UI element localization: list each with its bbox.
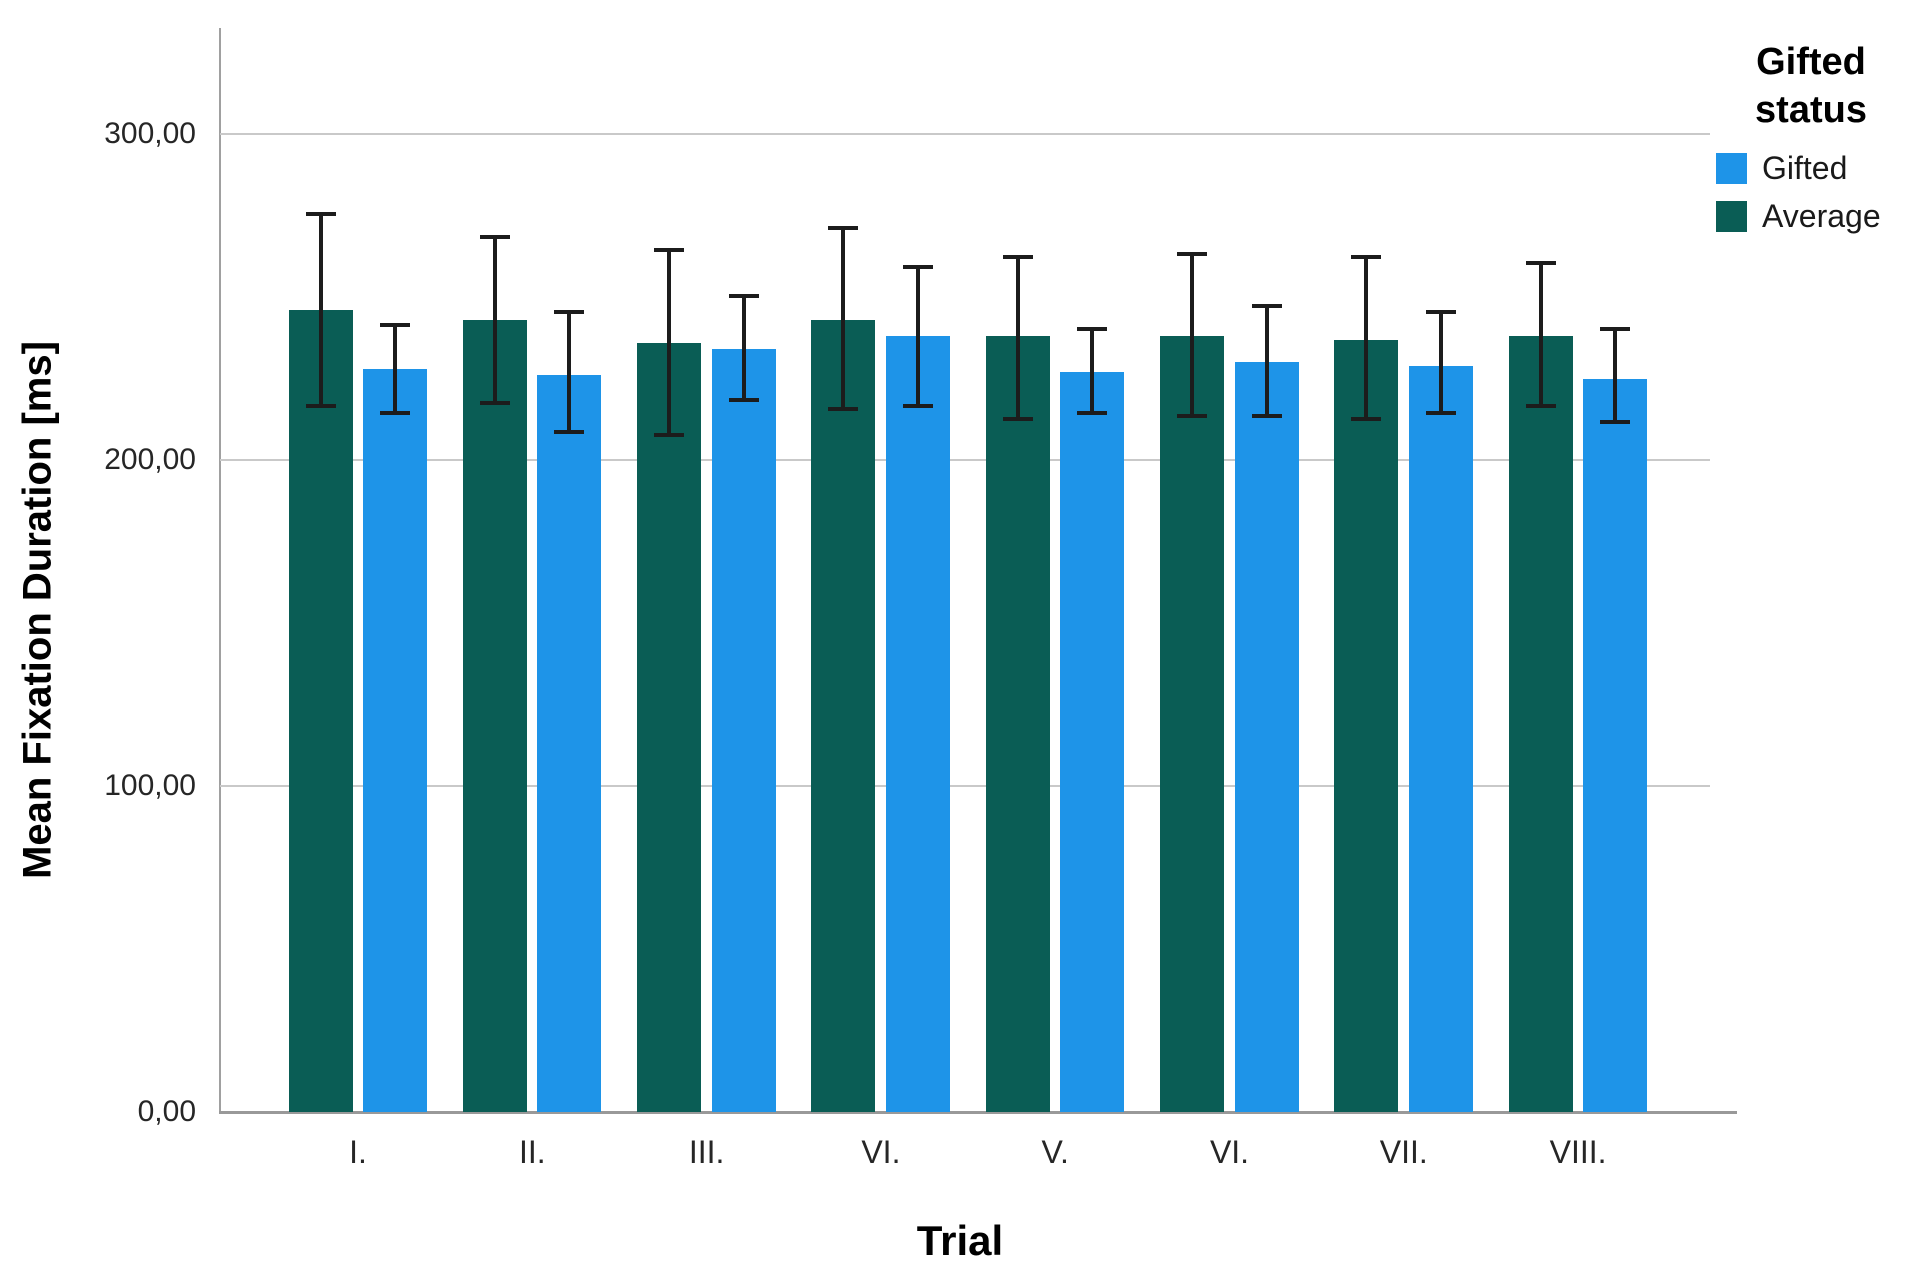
- average-bar: [462, 320, 527, 1112]
- gifted-bar: [885, 336, 950, 1112]
- error-bar-cap: [1002, 417, 1033, 422]
- error-bar-cap: [1525, 404, 1556, 409]
- error-bar-cap: [1351, 254, 1382, 259]
- error-bar-cap: [1425, 410, 1456, 415]
- y-tick-label: 100,00: [104, 769, 196, 803]
- x-axis-title: Trial: [916, 1217, 1004, 1264]
- error-bar: [667, 248, 672, 438]
- average-bar: [1508, 336, 1573, 1112]
- error-bar: [1190, 251, 1194, 418]
- error-bar-cap: [380, 323, 410, 328]
- error-bar-cap: [1600, 326, 1631, 331]
- error-bar: [393, 323, 397, 415]
- error-bar-cap: [1002, 254, 1033, 259]
- error-bar: [915, 264, 920, 408]
- error-bar-cap: [728, 397, 759, 402]
- average-bar: [288, 310, 353, 1112]
- average-bar: [985, 336, 1050, 1112]
- gridline: [220, 133, 1710, 136]
- error-bar-cap: [1077, 410, 1108, 415]
- legend-item: Average: [1716, 198, 1916, 235]
- y-axis-line: [219, 28, 221, 1114]
- gridline: [220, 459, 1710, 462]
- legend-title-line: Gifted: [1756, 41, 1866, 83]
- error-bar: [318, 212, 323, 409]
- gifted-bar: [1234, 362, 1299, 1112]
- gifted-bar: [1408, 365, 1473, 1112]
- x-category-label: I.: [349, 1134, 367, 1170]
- error-bar-cap: [554, 310, 585, 315]
- legend-items: Gifted Average: [1706, 150, 1916, 235]
- error-bar-cap: [1251, 413, 1282, 418]
- y-tick-label: 200,00: [104, 443, 196, 477]
- y-tick-label: 300,00: [104, 117, 196, 151]
- error-bar: [1538, 261, 1543, 408]
- error-bar-cap: [654, 248, 685, 253]
- error-bar-cap: [1251, 303, 1282, 308]
- error-bar-cap: [654, 433, 685, 438]
- x-category-label: V.: [1041, 1134, 1069, 1170]
- legend: Gifted status Gifted Average: [1706, 38, 1916, 246]
- error-bar-cap: [1525, 261, 1556, 266]
- legend-item: Gifted: [1716, 150, 1916, 187]
- error-bar-cap: [902, 264, 933, 269]
- x-category-label: VIII.: [1549, 1134, 1607, 1170]
- error-bar: [1090, 326, 1095, 415]
- error-bar: [1264, 303, 1269, 418]
- error-bar-cap: [828, 407, 859, 412]
- error-bar-cap: [380, 410, 410, 415]
- error-bar: [1364, 254, 1369, 422]
- error-bar-cap: [305, 212, 336, 217]
- error-bar-cap: [305, 404, 336, 409]
- plot-area: [220, 28, 1710, 1112]
- gridline: [220, 785, 1710, 788]
- error-bar: [841, 225, 846, 412]
- error-bar-cap: [728, 293, 759, 298]
- legend-item-label: Average: [1762, 198, 1881, 234]
- legend-swatch: [1716, 201, 1747, 232]
- legend-title: Gifted status: [1706, 38, 1916, 134]
- gifted-bar: [1060, 372, 1125, 1112]
- x-axis-line: [219, 1111, 1737, 1114]
- average-bar: [1160, 336, 1224, 1112]
- error-bar: [1438, 310, 1443, 415]
- error-bar-cap: [902, 404, 933, 409]
- average-bar: [811, 320, 876, 1112]
- error-bar-cap: [554, 430, 585, 435]
- average-bar: [1334, 339, 1399, 1112]
- error-bar: [741, 293, 746, 402]
- x-category-label: II.: [518, 1134, 546, 1170]
- legend-title-line: status: [1755, 89, 1867, 131]
- gifted-bar: [363, 368, 427, 1112]
- error-bar-cap: [1177, 413, 1207, 418]
- error-bar: [567, 310, 572, 435]
- error-bar-cap: [1600, 420, 1631, 425]
- error-bar: [492, 235, 497, 405]
- x-category-label: III.: [688, 1134, 725, 1170]
- error-bar-cap: [1077, 326, 1108, 331]
- error-bar: [1015, 254, 1020, 422]
- y-tick-label: 0,00: [137, 1095, 196, 1128]
- gifted-bar: [711, 349, 776, 1112]
- error-bar-cap: [479, 235, 510, 240]
- error-bar-cap: [479, 400, 510, 405]
- x-category-label: VII.: [1379, 1134, 1428, 1170]
- legend-item-label: Gifted: [1762, 150, 1848, 186]
- error-bar-cap: [1351, 417, 1382, 422]
- error-bar: [1613, 326, 1618, 425]
- error-bar-cap: [1177, 251, 1207, 256]
- x-category-label: VI.: [1209, 1134, 1250, 1170]
- x-category-label: VI.: [861, 1134, 901, 1170]
- average-bar: [637, 342, 702, 1112]
- error-bar-cap: [828, 225, 859, 230]
- error-bar-cap: [1425, 310, 1456, 315]
- legend-swatch: [1716, 153, 1747, 184]
- gifted-bar: [1583, 378, 1648, 1112]
- gifted-bar: [537, 375, 602, 1112]
